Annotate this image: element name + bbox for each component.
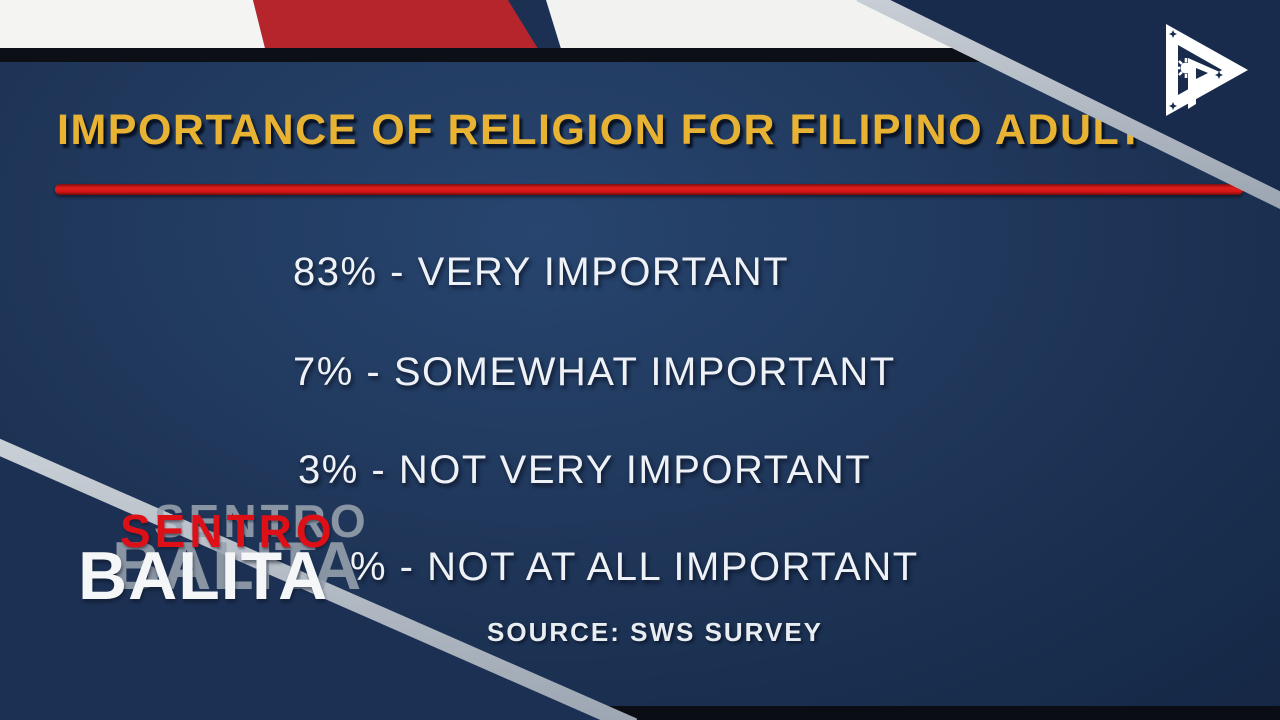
panel-bottom-black-bar [520,706,1280,720]
stat-row-somewhat-important: 7% - SOMEWHAT IMPORTANT [293,350,896,394]
star-icons [1169,30,1223,110]
philippine-flag-backdrop [0,0,978,52]
show-wordmark-shadow-balita: BALITA [112,528,363,604]
show-wordmark-balita: BALITA [78,538,329,614]
diagonal-stripe-bottom-left [0,438,638,720]
stat-row-not-at-all-important: % - NOT AT ALL IMPORTANT [350,545,919,589]
show-wordmark-shadow-sentro: SENTRO [154,495,370,547]
sun-icon [1176,58,1196,78]
source-attribution: SOURCE: SWS SURVEY [487,617,824,647]
show-wordmark-sentro: SENTRO [120,505,336,557]
headline: IMPORTANCE OF RELIGION FOR FILIPINO ADUL… [57,106,1176,154]
headline-underline [55,184,1243,195]
diagonal-stripe-top-right [856,0,1280,210]
ptv-logo-icon [1166,24,1248,116]
stat-row-very-important: 83% - VERY IMPORTANT [293,250,790,294]
stat-row-not-very-important: 3% - NOT VERY IMPORTANT [298,448,872,492]
